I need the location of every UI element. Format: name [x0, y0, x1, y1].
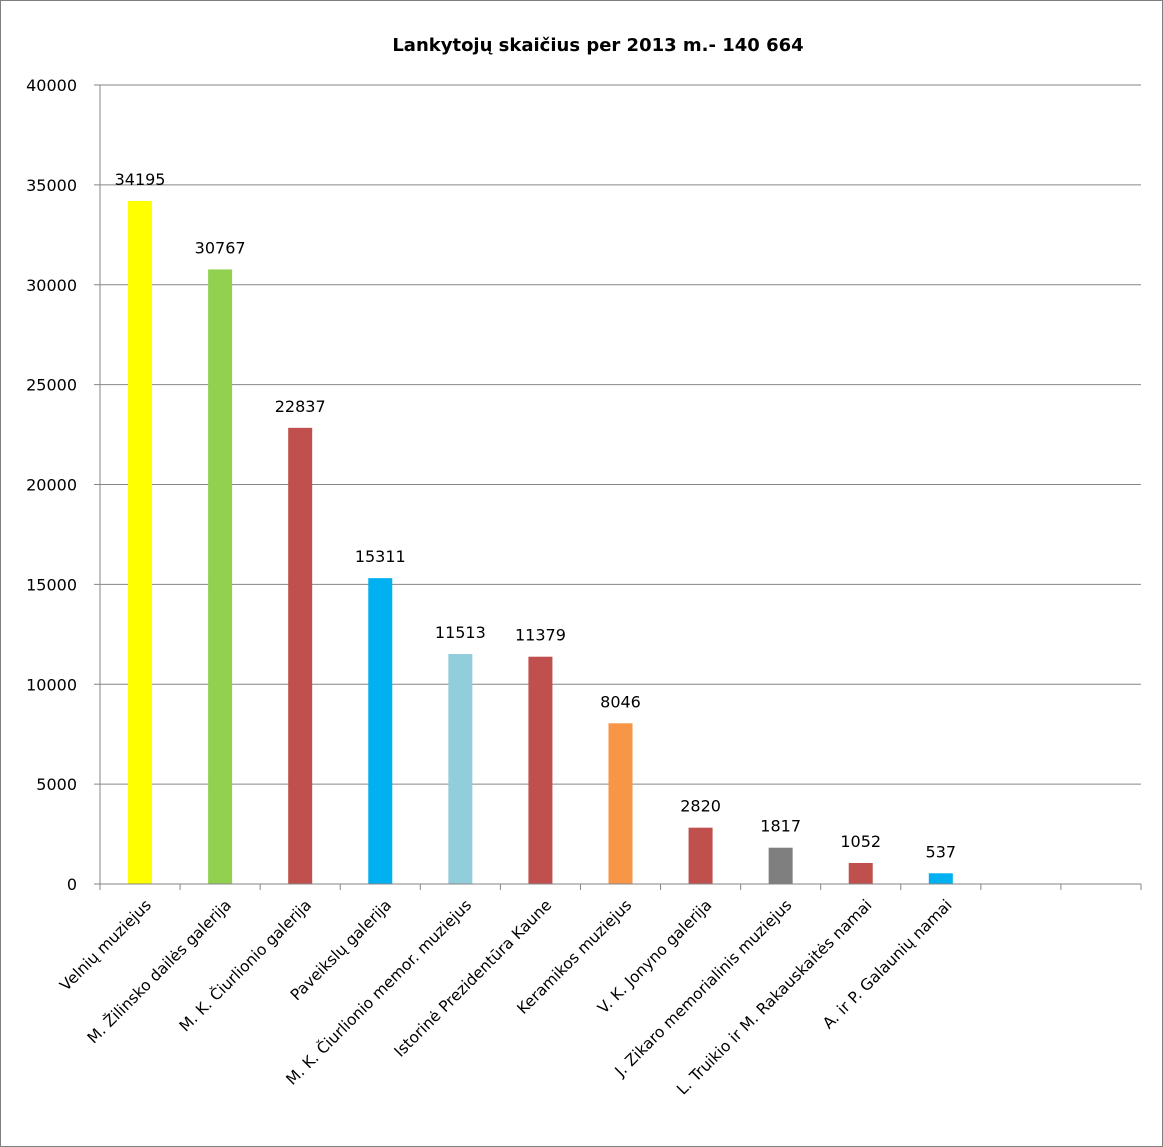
y-tick-label: 25000 — [26, 376, 77, 395]
bar — [288, 427, 313, 884]
y-tick-label: 0 — [67, 875, 77, 894]
x-axis — [94, 85, 1142, 890]
y-axis-ticks: 0 5000 10000 15000 20000 25000 30000 35000 40000 — [26, 76, 77, 894]
y-tick-label: 30000 — [26, 276, 77, 295]
data-label: 1052 — [840, 832, 881, 851]
data-label: 22837 — [275, 397, 326, 416]
bar — [368, 578, 393, 884]
category-label: Istorinė Prezidentūra Kaune — [391, 896, 556, 1061]
bar — [928, 873, 953, 884]
data-label: 1817 — [760, 817, 801, 836]
data-label: 2820 — [680, 797, 721, 816]
bar — [848, 862, 873, 884]
category-label: M. K. Čiurlionio galerija — [175, 895, 315, 1035]
data-label: 8046 — [600, 692, 641, 711]
y-tick-label: 20000 — [26, 476, 77, 495]
bars — [128, 200, 953, 884]
y-tick-label: 15000 — [26, 575, 77, 594]
bar — [608, 723, 633, 884]
y-tick-label: 35000 — [26, 176, 77, 195]
bar — [688, 827, 713, 884]
y-tick-label: 40000 — [26, 76, 77, 95]
category-label: M. Žilinsko dailės galerija — [83, 895, 235, 1047]
bar — [768, 847, 793, 884]
data-label: 537 — [926, 842, 957, 861]
gridlines — [94, 84, 1141, 785]
data-label: 34195 — [115, 170, 166, 189]
data-label: 15311 — [355, 547, 406, 566]
bar — [208, 269, 233, 884]
chart-title: Lankytojų skaičius per 2013 m.- 140 664 — [392, 35, 803, 56]
category-label: J. Zikaro memorialinis muziejus — [611, 896, 796, 1081]
bar — [528, 656, 553, 884]
y-tick-label: 5000 — [36, 775, 77, 794]
category-label: A. ir P. Galaunių namai — [819, 896, 955, 1032]
bar — [128, 200, 153, 884]
data-labels: 34195 30767 22837 15311 11513 11379 8046 2820 18… — [115, 170, 956, 861]
data-label: 11379 — [515, 626, 566, 645]
bar — [448, 654, 473, 884]
y-tick-label: 10000 — [26, 675, 77, 694]
data-label: 30767 — [195, 238, 246, 257]
data-label: 11513 — [435, 623, 486, 642]
